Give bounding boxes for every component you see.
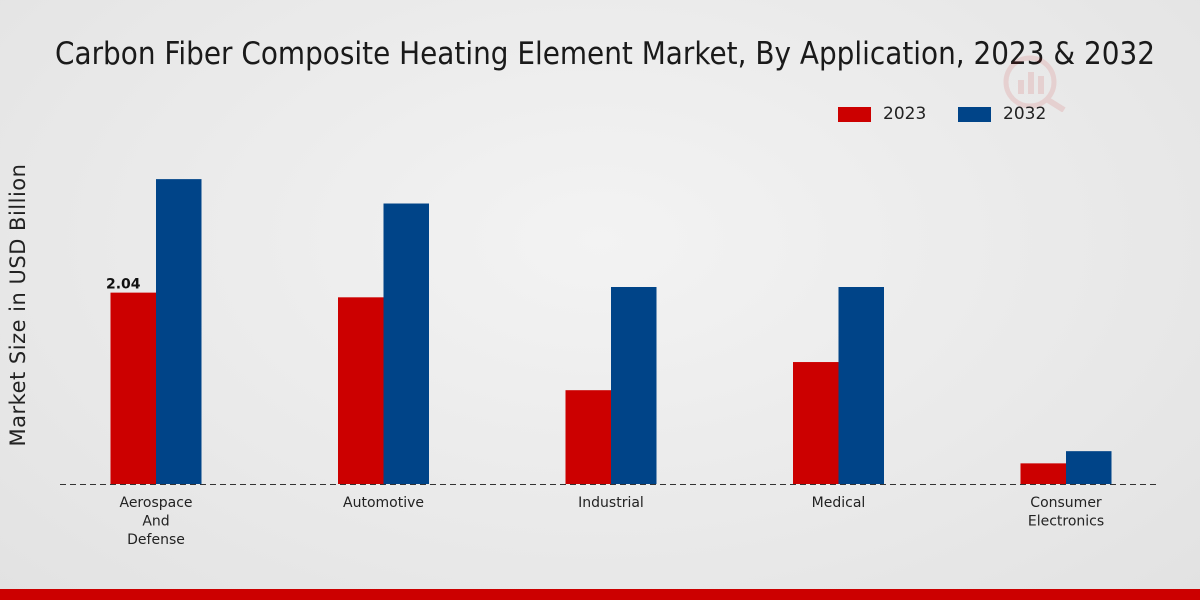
legend-label-2032: 2032 bbox=[1003, 104, 1047, 124]
bar-2032-medical bbox=[838, 287, 884, 484]
x-tick-label: Industrial bbox=[578, 495, 644, 511]
legend-item-2023: 2023 bbox=[838, 104, 926, 124]
footer-accent-bar bbox=[0, 589, 1200, 600]
chart-title: Carbon Fiber Composite Heating Element M… bbox=[55, 36, 1155, 72]
bar-2023-industrial bbox=[565, 390, 611, 484]
bar-2023-aerospace-and-defense bbox=[110, 292, 156, 484]
bar-2023-automotive bbox=[338, 297, 384, 484]
bar-2032-aerospace-and-defense bbox=[156, 179, 202, 484]
x-tick-label: Automotive bbox=[343, 495, 424, 511]
legend-label-2023: 2023 bbox=[883, 104, 927, 124]
bar-2023-medical bbox=[793, 362, 839, 484]
x-tick-label: Consumer Electronics bbox=[1028, 495, 1104, 530]
bar-2032-consumer-electronics bbox=[1066, 451, 1112, 484]
legend-item-2032: 2032 bbox=[958, 104, 1046, 124]
legend-swatch-2032 bbox=[958, 106, 991, 122]
data-label: 2.04 bbox=[106, 277, 141, 293]
bar-2032-industrial bbox=[611, 287, 657, 484]
bar-2023-consumer-electronics bbox=[1020, 463, 1066, 484]
bar-2032-automotive bbox=[383, 203, 429, 484]
x-tick-label: Aerospace And Defense bbox=[119, 495, 192, 548]
watermark-logo-icon bbox=[1003, 55, 1066, 112]
x-tick-label: Medical bbox=[812, 495, 866, 511]
legend-swatch-2023 bbox=[838, 106, 871, 122]
